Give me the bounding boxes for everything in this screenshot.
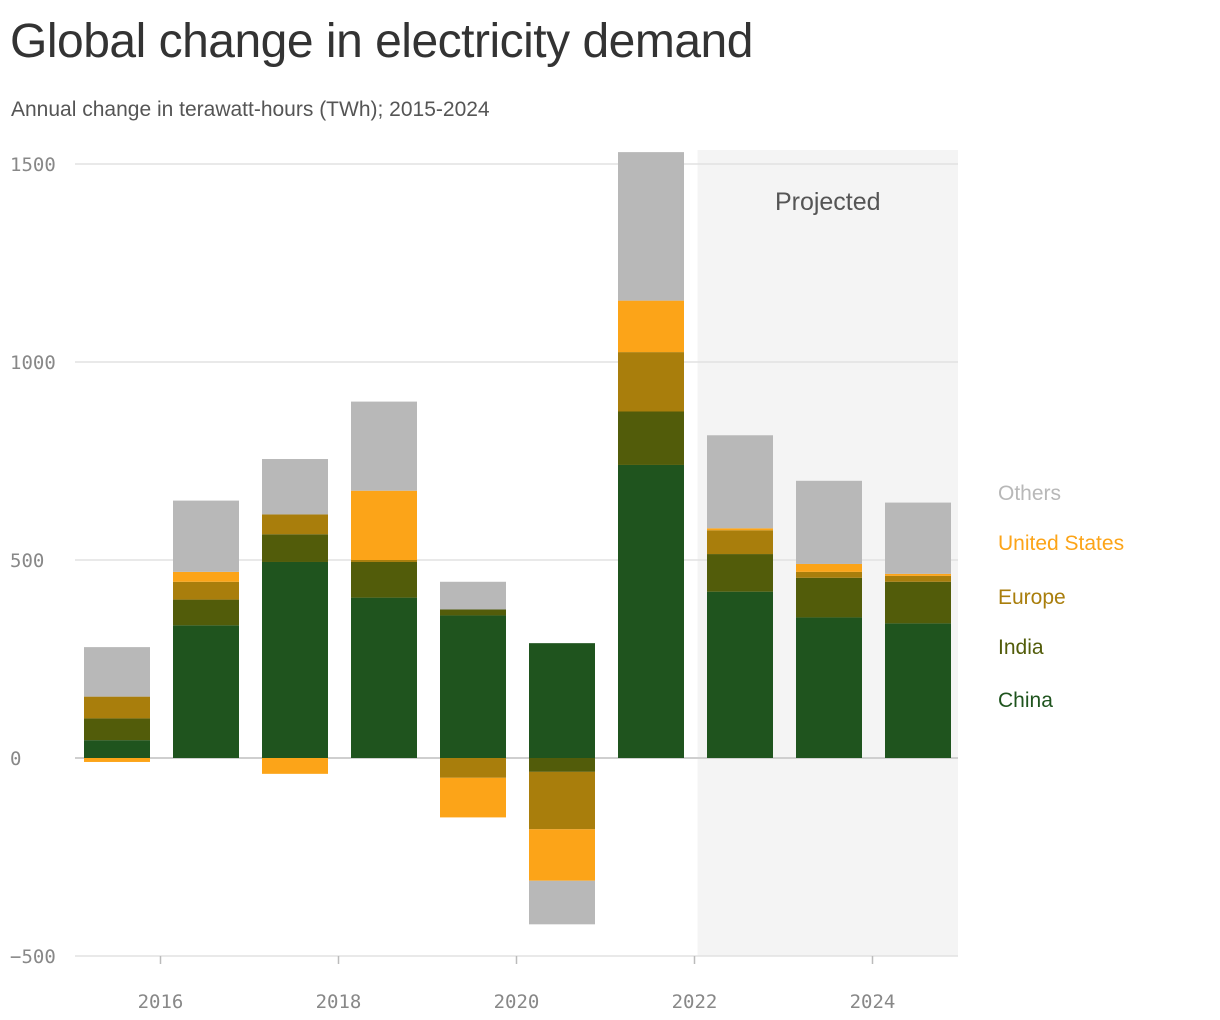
bar-segment-others-2019 xyxy=(440,581,506,610)
bar-segment-india-2015 xyxy=(84,718,150,741)
bar-segment-china-2018 xyxy=(351,597,417,758)
bar-segment-others-2018 xyxy=(351,401,417,491)
bar-segment-china-2020 xyxy=(529,643,595,758)
bar-segment-china-2023 xyxy=(796,617,862,758)
legend: Others United States Europe India China xyxy=(998,482,1124,712)
bar-segment-europe-2023 xyxy=(796,571,862,578)
bar-segment-others-2024 xyxy=(885,502,951,574)
bar-segment-others-2023 xyxy=(796,480,862,564)
bar-segment-others-2022 xyxy=(707,435,773,529)
bars xyxy=(84,152,951,925)
bar-segment-united-states-2018 xyxy=(351,490,417,560)
bar-segment-others-2016 xyxy=(173,500,239,572)
bar-segment-united-states-2019 xyxy=(440,777,506,818)
x-axis: 2016 2018 2020 2022 2024 xyxy=(138,956,896,1013)
legend-item-united-states: United States xyxy=(998,532,1124,555)
chart-title: Global change in electricity demand xyxy=(10,15,753,68)
bar-segment-united-states-2021 xyxy=(618,300,684,353)
bar-segment-china-2021 xyxy=(618,464,684,758)
bar-segment-united-states-2016 xyxy=(173,571,239,582)
bar-segment-europe-2021 xyxy=(618,352,684,412)
bar-segment-india-2023 xyxy=(796,577,862,618)
y-tick-label: 0 xyxy=(10,748,21,770)
y-tick-label: 500 xyxy=(10,550,44,572)
x-tick-label: 2016 xyxy=(138,991,184,1013)
bar-segment-europe-2019 xyxy=(440,758,506,778)
bar-segment-india-2017 xyxy=(262,534,328,562)
bar-segment-others-2021 xyxy=(618,152,684,301)
bar-segment-india-2018 xyxy=(351,561,417,598)
bar-segment-india-2021 xyxy=(618,411,684,465)
x-tick-label: 2020 xyxy=(494,991,540,1013)
bar-segment-china-2024 xyxy=(885,623,951,758)
y-axis: 1500 1000 500 0 −500 xyxy=(10,154,56,968)
bar-segment-united-states-2017 xyxy=(262,758,328,774)
bar-segment-united-states-2020 xyxy=(529,829,595,881)
legend-item-others: Others xyxy=(998,482,1061,505)
legend-item-china: China xyxy=(998,689,1053,712)
bar-segment-europe-2017 xyxy=(262,514,328,535)
y-tick-label: 1500 xyxy=(10,154,56,176)
bar-segment-india-2022 xyxy=(707,554,773,592)
bar-segment-china-2016 xyxy=(173,625,239,758)
bar-segment-china-2022 xyxy=(707,591,773,758)
bar-segment-united-states-2024 xyxy=(885,573,951,576)
bar-segment-united-states-2022 xyxy=(707,528,773,531)
bar-segment-europe-2018 xyxy=(351,560,417,562)
bar-segment-others-2017 xyxy=(262,459,328,515)
x-tick-label: 2022 xyxy=(672,991,718,1013)
bar-segment-europe-2022 xyxy=(707,530,773,555)
bar-segment-china-2017 xyxy=(262,561,328,758)
bar-segment-europe-2020 xyxy=(529,771,595,830)
y-tick-label: −500 xyxy=(10,946,56,968)
bar-segment-europe-2016 xyxy=(173,581,239,600)
bar-segment-united-states-2015 xyxy=(84,758,150,762)
bar-segment-china-2019 xyxy=(440,615,506,758)
x-tick-label: 2018 xyxy=(316,991,362,1013)
bar-segment-europe-2024 xyxy=(885,575,951,582)
bar-segment-india-2024 xyxy=(885,581,951,624)
bar-segment-europe-2015 xyxy=(84,696,150,719)
projected-label: Projected xyxy=(775,188,881,216)
legend-item-india: India xyxy=(998,636,1044,659)
bar-segment-india-2019 xyxy=(440,609,506,616)
chart-subtitle: Annual change in terawatt-hours (TWh); 2… xyxy=(11,98,490,121)
bar-segment-india-2020 xyxy=(529,758,595,772)
bar-segment-others-2015 xyxy=(84,647,150,697)
bar-segment-india-2016 xyxy=(173,599,239,626)
bar-segment-united-states-2023 xyxy=(796,563,862,572)
y-tick-label: 1000 xyxy=(10,352,56,374)
legend-item-europe: Europe xyxy=(998,586,1066,609)
x-tick-label: 2024 xyxy=(850,991,896,1013)
bar-segment-others-2020 xyxy=(529,880,595,925)
bar-segment-china-2015 xyxy=(84,740,150,758)
